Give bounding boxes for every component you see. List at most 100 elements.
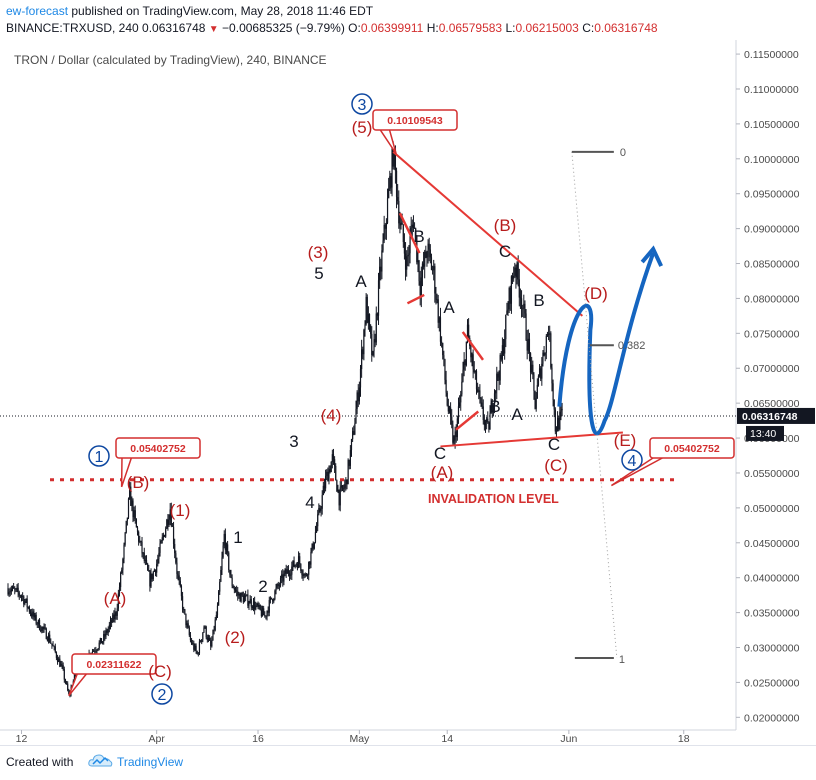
wave-paren-d-label: (D): [584, 284, 608, 303]
wave-c-top-label: (C): [148, 662, 172, 681]
candle-body: [435, 293, 437, 300]
y-tick-label: 0.07000000: [744, 363, 800, 375]
candle-body: [7, 588, 9, 595]
candle-body: [310, 551, 312, 565]
candle-body: [229, 570, 231, 575]
minor-trendline: [455, 410, 480, 431]
candle-body: [428, 243, 430, 250]
candle-body: [55, 652, 58, 658]
candle-body: [199, 641, 202, 643]
candle-body: [181, 596, 184, 610]
candle-body: [210, 640, 212, 647]
candle-body: [278, 585, 281, 587]
price-chart[interactable]: TRON / Dollar (calculated by TradingView…: [0, 40, 816, 745]
candle-body: [419, 281, 421, 296]
candle-body: [68, 690, 70, 695]
candle-body: [183, 609, 185, 610]
candle-body: [123, 544, 125, 560]
subwave-c2-label: C: [499, 242, 511, 261]
y-tick-label: 0.08500000: [744, 259, 800, 271]
x-tick-label: 12: [16, 733, 28, 745]
candle-body: [102, 641, 104, 644]
candle-body: [480, 398, 482, 403]
candle-body: [370, 325, 372, 334]
candle-body: [358, 387, 360, 402]
wave-3-label-circle: [351, 93, 373, 115]
author-link[interactable]: ew-forecast: [6, 4, 69, 18]
candle-body: [234, 589, 237, 591]
candle-body: [26, 598, 28, 608]
candle-body: [174, 543, 176, 554]
candle-body: [348, 459, 350, 466]
candle-body: [484, 422, 487, 426]
candle-body: [175, 553, 177, 563]
candle-body: [509, 288, 511, 304]
candle-body: [443, 355, 445, 360]
candle-body: [257, 603, 259, 607]
candle-body: [534, 390, 536, 409]
candle-body: [533, 374, 535, 391]
candle-body: [427, 243, 429, 257]
y-tick-label: 0.03000000: [744, 643, 800, 655]
candle-body: [150, 573, 152, 587]
candle-body: [555, 431, 558, 433]
subwave-c3-label: C: [548, 435, 560, 454]
fib-label-1: 1: [619, 654, 625, 666]
candle-body: [464, 360, 466, 366]
candle-body: [523, 303, 525, 309]
ohlc-close-label: C:: [582, 21, 595, 35]
candle-body: [390, 176, 392, 188]
chart-area[interactable]: TRON / Dollar (calculated by TradingView…: [0, 40, 816, 745]
candle-body: [399, 223, 401, 226]
candle-body: [397, 197, 399, 202]
y-tick-label: 0.08000000: [744, 293, 800, 305]
candle-body: [273, 599, 275, 602]
candle-body: [36, 623, 38, 625]
wave-2-label-circle: [151, 683, 173, 705]
candle-body: [434, 266, 436, 294]
candle-body: [240, 592, 242, 602]
tradingview-link[interactable]: TradingView: [117, 755, 184, 769]
wave-paren-e-label: (E): [614, 431, 637, 450]
y-tick-label: 0.10500000: [744, 119, 800, 131]
wave-paren-4-label: (4): [321, 406, 342, 425]
candle-body: [312, 543, 314, 549]
candle-body: [460, 394, 462, 403]
candle-body: [18, 592, 20, 596]
candle-body: [457, 406, 460, 419]
candle-body: [417, 260, 419, 263]
candle-body: [418, 260, 420, 282]
candle-body: [172, 526, 175, 544]
candle-body: [171, 525, 174, 527]
candle-body: [454, 431, 456, 441]
candle-body: [243, 597, 246, 603]
candle-body: [8, 592, 10, 595]
candle-body: [442, 342, 444, 356]
candle-body: [302, 574, 304, 576]
candle-body: [109, 620, 112, 625]
candle-body: [495, 390, 497, 394]
candle-body: [14, 588, 16, 590]
candle-body: [195, 645, 197, 652]
candle-body: [554, 409, 556, 432]
candle-body: [526, 340, 528, 351]
candle-body: [294, 564, 296, 567]
candle-body: [118, 587, 121, 594]
candle-body: [233, 588, 235, 590]
candle-body: [152, 571, 154, 580]
candle-body: [481, 402, 483, 407]
candle-body: [159, 543, 161, 553]
candle-body: [525, 313, 527, 341]
high-callout-pointer: [378, 127, 397, 155]
candle-body: [196, 651, 198, 654]
candle-body: [145, 560, 148, 564]
wave-annotations: 0.06316748 13:40 INVALIDATION LEVEL 0 0.382 1…: [0, 93, 815, 705]
candle-body: [237, 591, 239, 596]
candle-body: [115, 612, 117, 616]
candle-body: [340, 485, 342, 488]
candle-body: [447, 405, 449, 412]
candle-body: [375, 313, 377, 343]
candle-body: [451, 416, 453, 425]
candle-body: [532, 364, 534, 375]
projection-arrow: [640, 245, 663, 267]
